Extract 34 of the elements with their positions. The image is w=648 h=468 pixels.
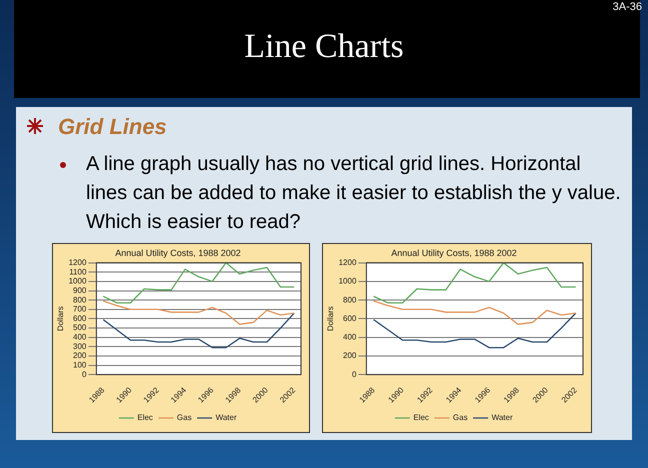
- text: A line graph usually has no vertical grid lines. Horizontal lines can be added to make it easier to establish the y value. Which is easier to read?: [86, 152, 622, 235]
- text: Grid Lines: [58, 114, 167, 140]
- y-tick-label: 500: [73, 323, 87, 332]
- chart-title: Annual Utility Costs, 1988 2002: [115, 248, 241, 258]
- y-tick-label: 1200: [68, 258, 87, 268]
- y-tick-label: 0: [82, 370, 87, 379]
- text: Line Charts: [243, 28, 405, 66]
- y-tick-label: 900: [73, 286, 87, 295]
- y-tick-label: 300: [73, 342, 87, 351]
- y-tick-label: 0: [352, 370, 357, 379]
- legend-label: Gas: [452, 413, 468, 422]
- y-tick-label: 800: [343, 295, 357, 304]
- y-tick-label: 600: [73, 314, 87, 323]
- y-tick-label: 400: [343, 332, 357, 342]
- legend-label: Elec: [137, 413, 153, 422]
- chart-title: Annual Utility Costs, 1988 2002: [391, 248, 517, 258]
- legend-label: Elec: [413, 413, 429, 422]
- text: 3A-36: [612, 1, 642, 13]
- y-tick-label: 700: [73, 304, 87, 314]
- y-axis-title: Dollars: [56, 306, 66, 332]
- y-tick-label: 1000: [338, 276, 357, 286]
- y-tick-label: 1000: [68, 276, 87, 286]
- y-tick-label: 200: [343, 351, 357, 360]
- legend-label: Water: [492, 413, 513, 422]
- y-axis-title: Dollars: [326, 306, 336, 332]
- y-tick-label: 1100: [69, 267, 87, 276]
- y-tick-label: 100: [73, 360, 87, 370]
- legend-label: Water: [216, 413, 237, 422]
- legend-label: Gas: [176, 413, 192, 422]
- y-tick-label: 1200: [338, 258, 357, 268]
- y-tick-label: 800: [73, 295, 87, 304]
- y-tick-label: 200: [73, 351, 87, 360]
- y-tick-label: 600: [343, 314, 357, 323]
- y-tick-label: 400: [73, 332, 87, 342]
